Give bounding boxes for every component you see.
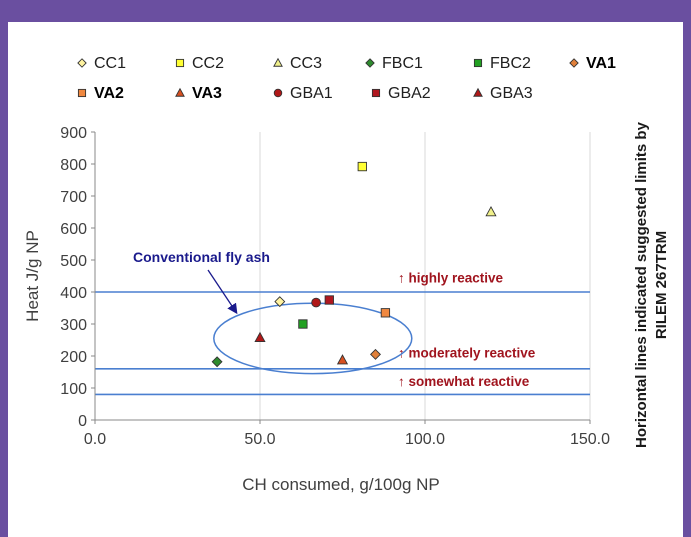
x-tick-label: 0.0 — [84, 431, 106, 448]
data-point-gba1 — [311, 297, 321, 308]
data-point-gba2 — [324, 295, 334, 305]
legend-marker-cc1 — [77, 58, 87, 68]
y-axis-title: Heat J/g NP — [23, 230, 42, 322]
legend-label-cc3: CC3 — [290, 55, 322, 72]
data-point-va1 — [370, 348, 381, 360]
y-tick-label: 700 — [60, 189, 87, 206]
legend-label-va2: VA2 — [94, 85, 124, 102]
legend-label-gba1: GBA1 — [290, 85, 333, 102]
y-tick-label: 600 — [60, 221, 87, 238]
data-point-gba3 — [254, 331, 266, 342]
reference-label: ↑ highly reactive — [398, 270, 504, 285]
x-tick-label: 150.0 — [570, 431, 610, 448]
annotation-label: Conventional fly ash — [133, 249, 270, 265]
data-point-cc3 — [485, 206, 497, 217]
legend-label-fbc2: FBC2 — [490, 55, 531, 72]
data-point-fbc2 — [298, 319, 308, 329]
legend-marker-fbc2 — [473, 58, 483, 68]
legend-marker-gba3 — [473, 87, 483, 97]
x-tick-label: 100.0 — [405, 431, 445, 448]
data-point-va3 — [336, 354, 349, 365]
legend-marker-va3 — [175, 87, 185, 97]
data-point-fbc1 — [211, 356, 223, 368]
right-side-note-line-2: RILEM 267TRM — [653, 231, 670, 339]
data-point-va2 — [380, 308, 391, 318]
legend-marker-fbc1 — [365, 58, 375, 68]
legend-label-gba2: GBA2 — [388, 85, 431, 102]
y-tick-label: 300 — [60, 317, 87, 334]
legend-label-cc1: CC1 — [94, 55, 126, 72]
legend-label-fbc1: FBC1 — [382, 55, 423, 72]
legend-marker-va2 — [77, 88, 87, 98]
legend-marker-gba1 — [273, 88, 283, 98]
legend-label-cc2: CC2 — [192, 55, 224, 72]
data-point-cc2 — [357, 161, 367, 172]
y-tick-label: 0 — [78, 413, 87, 430]
y-tick-label: 900 — [60, 125, 87, 142]
legend-label-va1: VA1 — [586, 55, 616, 72]
x-axis-title: CH consumed, g/100g NP — [242, 475, 440, 494]
y-tick-label: 100 — [60, 381, 87, 398]
legend-marker-cc3 — [273, 57, 283, 67]
legend-marker-gba2 — [371, 88, 381, 98]
legend-marker-cc2 — [175, 58, 185, 68]
y-tick-label: 500 — [60, 253, 87, 270]
reference-label: ↑ somewhat reactive — [398, 374, 530, 389]
reference-label: ↑ moderately reactive — [398, 346, 536, 361]
y-tick-label: 200 — [60, 349, 87, 366]
y-tick-label: 400 — [60, 285, 87, 302]
legend-marker-va1 — [569, 58, 579, 68]
data-point-cc1 — [274, 296, 286, 308]
legend-label-va3: VA3 — [192, 85, 222, 102]
annotation-arrow — [207, 269, 238, 315]
x-tick-label: 50.0 — [244, 431, 275, 448]
y-tick-label: 800 — [60, 157, 87, 174]
legend-label-gba3: GBA3 — [490, 85, 533, 102]
right-side-note-line-1: Horizontal lines indicated suggested lim… — [633, 121, 650, 448]
